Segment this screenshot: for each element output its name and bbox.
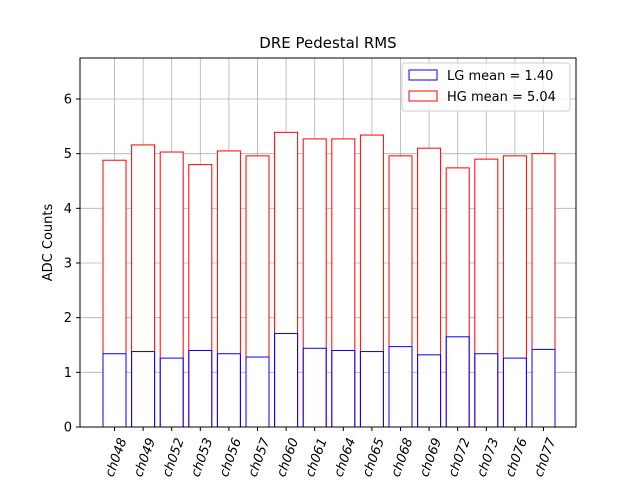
lg-bar-ch077: [531, 348, 556, 428]
y-axis-label: ADC Counts: [41, 204, 56, 282]
y-tick-label: 6: [64, 93, 72, 108]
legend-entry-label: HG mean = 5.04: [447, 90, 556, 105]
lg-bar-ch069: [417, 354, 442, 428]
lg-bar-ch057: [245, 356, 270, 428]
y-tick-label: 3: [64, 257, 72, 272]
lg-bar-ch064: [331, 349, 356, 428]
legend-swatch: [408, 90, 438, 102]
lg-bar-ch053: [188, 349, 213, 428]
y-tick-label: 4: [64, 202, 72, 217]
legend: LG mean = 1.40 HG mean = 5.04: [401, 62, 571, 112]
y-tick-label: 0: [64, 421, 72, 436]
y-tick-label: 5: [64, 147, 72, 162]
legend-box: [401, 62, 571, 112]
bars-layer: [102, 131, 556, 428]
lg-bar-ch052: [159, 357, 184, 428]
lg-bar-ch076: [502, 357, 527, 428]
lg-bar-ch061: [302, 347, 327, 428]
lg-bar-ch049: [131, 351, 156, 428]
chart-title: DRE Pedestal RMS: [259, 34, 396, 52]
lg-bar-ch072: [445, 336, 470, 428]
lg-bar-ch060: [274, 333, 299, 428]
lg-bar-ch068: [388, 346, 413, 428]
plot-frame: [79, 57, 577, 428]
lg-bar-ch056: [216, 353, 241, 428]
lg-bar-ch065: [359, 351, 384, 428]
legend-swatch: [408, 69, 438, 81]
lg-bar-ch048: [102, 353, 127, 428]
y-tick-label: 2: [64, 311, 72, 326]
y-tick-label: 1: [64, 366, 72, 381]
lg-bar-ch073: [474, 353, 499, 428]
legend-entry-label: LG mean = 1.40: [447, 69, 553, 84]
